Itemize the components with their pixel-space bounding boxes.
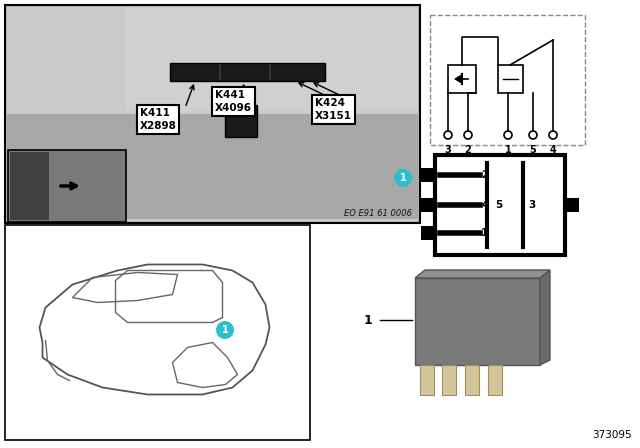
Bar <box>225 105 257 137</box>
Bar <box>7 114 418 219</box>
Polygon shape <box>465 365 479 395</box>
Circle shape <box>464 131 472 139</box>
Bar <box>421 168 435 182</box>
Polygon shape <box>420 365 434 395</box>
Polygon shape <box>442 365 456 395</box>
Text: EO E91 61 0006: EO E91 61 0006 <box>344 209 412 218</box>
Circle shape <box>529 131 537 139</box>
Text: 1: 1 <box>221 325 228 335</box>
Text: 1: 1 <box>399 173 406 183</box>
Text: 5: 5 <box>530 145 536 155</box>
Bar <box>421 198 435 212</box>
Polygon shape <box>415 270 550 278</box>
Text: K424
X3151: K424 X3151 <box>315 98 352 121</box>
Bar <box>435 155 565 255</box>
Circle shape <box>444 131 452 139</box>
Text: 3: 3 <box>445 145 451 155</box>
Text: 5: 5 <box>495 200 502 210</box>
Bar <box>10 152 49 220</box>
Bar <box>448 65 476 93</box>
Text: 1: 1 <box>481 228 488 238</box>
Circle shape <box>394 169 412 187</box>
Text: 1: 1 <box>364 314 372 327</box>
Text: K441
X4096: K441 X4096 <box>215 90 252 113</box>
Polygon shape <box>415 278 540 365</box>
Text: K411
X2898: K411 X2898 <box>140 108 177 131</box>
Polygon shape <box>488 365 502 395</box>
Bar <box>421 226 435 240</box>
Bar <box>565 198 579 212</box>
Text: 2: 2 <box>465 145 472 155</box>
Text: 3: 3 <box>528 200 535 210</box>
Bar <box>498 65 523 93</box>
Text: 4: 4 <box>481 200 488 210</box>
Text: 4: 4 <box>550 145 556 155</box>
Bar <box>5 225 310 440</box>
Bar <box>125 7 418 111</box>
Circle shape <box>549 131 557 139</box>
Polygon shape <box>454 74 462 84</box>
Bar <box>7 7 418 221</box>
Bar <box>8 150 126 222</box>
Bar <box>170 63 325 81</box>
Text: 373095: 373095 <box>593 430 632 440</box>
Text: 1: 1 <box>504 145 511 155</box>
Circle shape <box>216 321 234 339</box>
Polygon shape <box>540 270 550 365</box>
Bar <box>5 5 420 223</box>
Bar <box>430 15 585 145</box>
Circle shape <box>504 131 512 139</box>
Text: 2: 2 <box>481 170 488 180</box>
